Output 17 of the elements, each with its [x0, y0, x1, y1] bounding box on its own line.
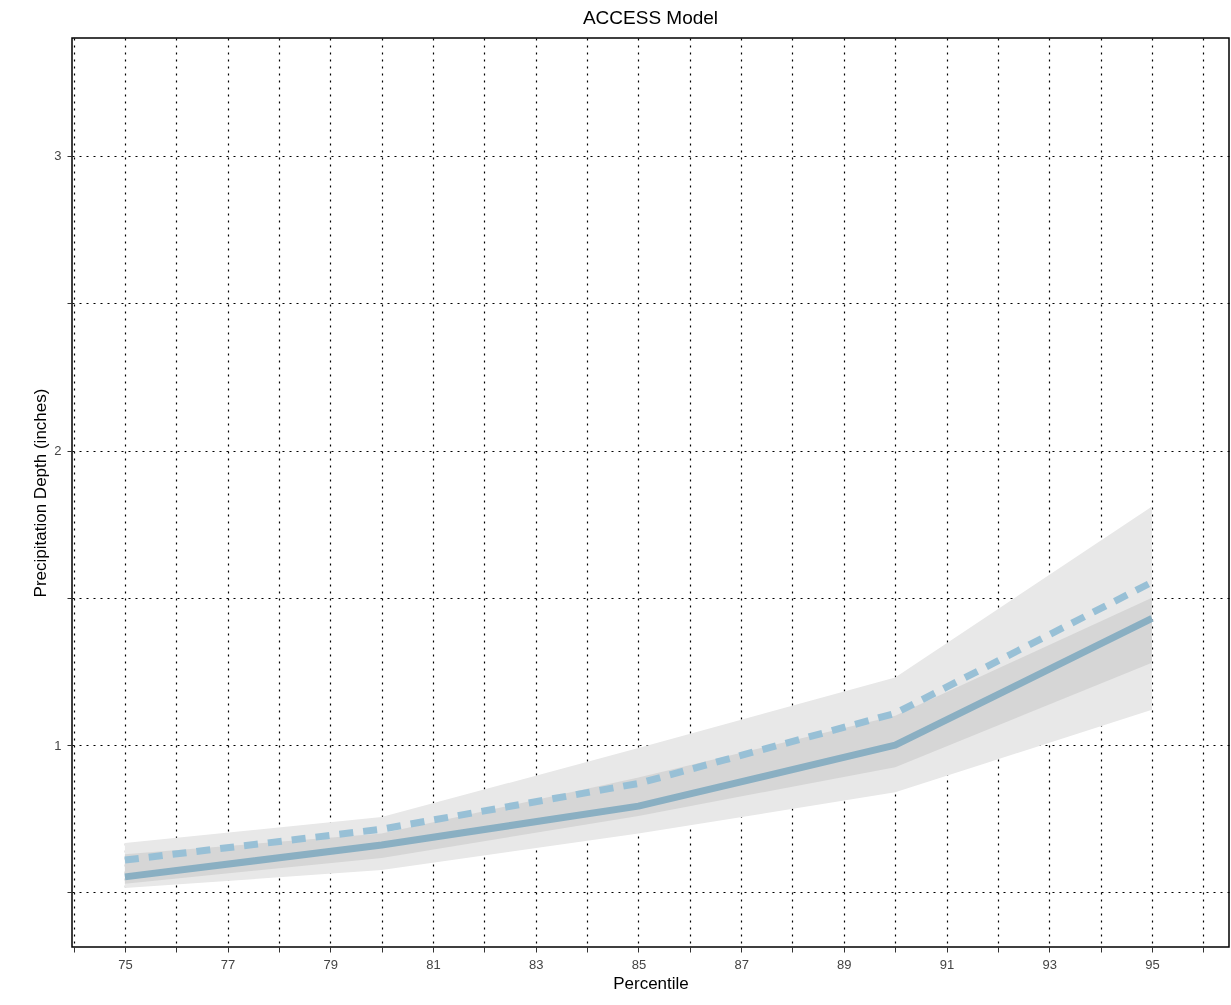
x-tick-label: 75 — [118, 956, 133, 972]
x-tick-label: 91 — [939, 956, 955, 972]
y-axis-title: Precipitation Depth (inches) — [31, 388, 51, 598]
x-tick-label: 85 — [631, 956, 647, 972]
x-tick-label: 83 — [528, 956, 544, 972]
chart-title: ACCESS Model — [582, 7, 719, 28]
x-tick-label: 93 — [1042, 956, 1057, 972]
x-tick-label: 89 — [837, 956, 852, 972]
x-tick-label: 87 — [734, 956, 749, 972]
x-tick-label: 95 — [1145, 956, 1160, 972]
y-tick-label: 1 — [54, 737, 62, 753]
x-tick-label: 77 — [220, 956, 236, 972]
y-tick-label: 2 — [54, 443, 62, 459]
x-tick-label: 81 — [426, 956, 441, 972]
x-tick-label: 79 — [323, 956, 339, 972]
x-axis-title: Percentile — [613, 973, 689, 993]
y-tick-label: 3 — [54, 148, 62, 164]
